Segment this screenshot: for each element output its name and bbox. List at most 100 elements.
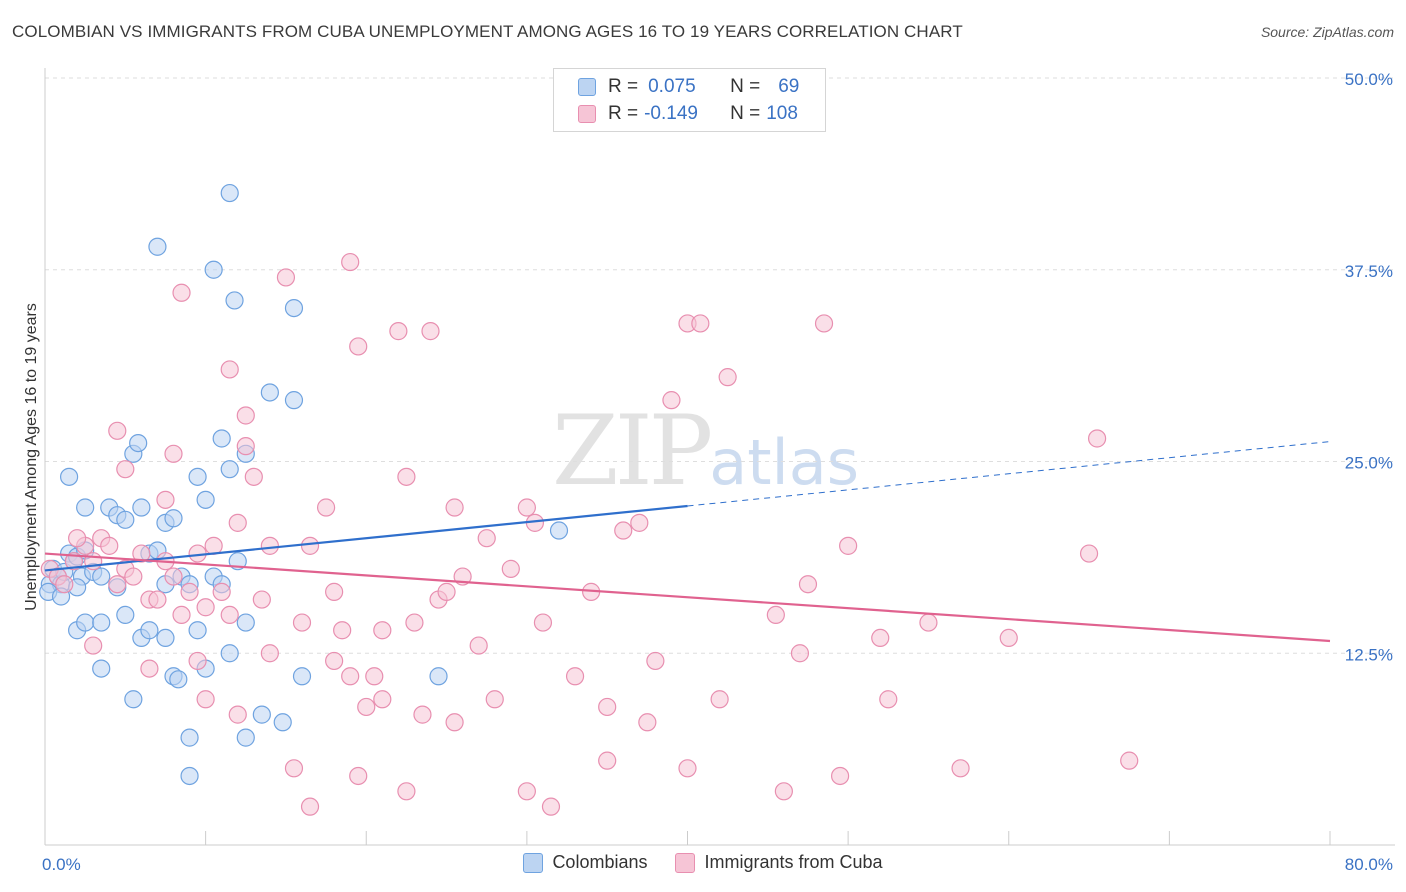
colombians-point — [220, 460, 239, 479]
cuba-point — [646, 651, 665, 671]
cuba-point — [124, 567, 143, 586]
series-legend-colombians[interactable]: Colombians — [523, 852, 647, 873]
colombians-point — [92, 567, 111, 586]
colombians-point — [148, 237, 167, 256]
y-tick-label: 25.0% — [1345, 454, 1393, 473]
cuba-point — [565, 667, 585, 686]
colombians-point — [429, 667, 448, 686]
colombians-point — [225, 291, 244, 310]
cuba-point — [236, 437, 255, 456]
legend-n-label: N = — [730, 103, 761, 124]
colombians-point — [169, 670, 188, 689]
cuba-point — [164, 444, 183, 463]
cuba-point — [300, 797, 320, 816]
colombians-point — [59, 467, 79, 486]
cuba-point — [300, 536, 320, 555]
colombians-point — [273, 713, 292, 732]
cuba-point — [598, 697, 617, 717]
colombians-point — [76, 498, 95, 517]
cuba-point — [477, 529, 496, 548]
legend-n-label: N = — [730, 76, 761, 97]
series-label-colombians: Colombians — [552, 852, 648, 872]
cuba-point — [132, 544, 151, 563]
watermark-zip: ZIP — [552, 395, 713, 507]
cuba-point — [341, 667, 360, 686]
cuba-point — [389, 322, 408, 341]
cuba-point — [373, 690, 392, 709]
watermark-atlas: atlas — [709, 426, 860, 499]
cuba-point — [879, 690, 898, 709]
legend-r-label: R = — [608, 103, 639, 124]
colombians-point — [220, 644, 239, 663]
chart-title: COLOMBIAN VS IMMIGRANTS FROM CUBA UNEMPL… — [12, 22, 963, 41]
cuba-point — [156, 490, 175, 509]
cuba-point — [228, 513, 247, 532]
colombians-point — [164, 509, 183, 528]
cuba-point — [100, 536, 119, 555]
cuba-point — [839, 536, 858, 555]
cuba-point — [774, 782, 793, 801]
cuba-point — [260, 644, 279, 663]
series-swatch-cuba — [675, 852, 696, 873]
cuba-point — [220, 360, 239, 379]
cuba-point — [244, 467, 263, 486]
cuba-point — [325, 651, 344, 671]
colombians-point — [188, 467, 207, 486]
cuba-point — [284, 759, 304, 778]
colombians-point — [252, 705, 271, 724]
cuba-point — [517, 782, 536, 801]
cuba-point — [180, 582, 199, 601]
cuba-point — [445, 713, 464, 732]
colombians-point — [124, 690, 143, 709]
cuba-point — [292, 613, 312, 632]
colombians-point — [129, 433, 148, 453]
cuba-point — [638, 713, 657, 732]
cuba-point — [766, 605, 785, 625]
cuba-point — [196, 598, 215, 617]
colombians-point — [260, 383, 279, 402]
cuba-point — [252, 590, 271, 609]
cuba-point — [172, 283, 191, 302]
series-legend-cuba[interactable]: Immigrants from Cuba — [675, 852, 883, 873]
x-tick-label: 80.0% — [1345, 855, 1393, 874]
cuba-point — [349, 766, 368, 786]
cuba-point — [630, 513, 649, 532]
cuba-point — [614, 521, 633, 540]
colombians-point — [188, 621, 207, 640]
colombians-point — [116, 510, 135, 529]
cuba-point — [871, 628, 890, 648]
cuba-point — [830, 766, 850, 786]
colombians-point — [180, 766, 199, 786]
cuba-point — [790, 644, 810, 663]
cuba-point — [84, 636, 103, 655]
legend-swatch-cuba — [578, 105, 596, 123]
colombians-point — [284, 391, 304, 410]
cuba-point — [598, 751, 617, 770]
y-axis-label: Unemployment Among Ages 16 to 19 years — [23, 303, 40, 611]
cuba-point — [164, 567, 183, 586]
cuba-point — [333, 621, 352, 640]
cuba-point — [405, 613, 424, 632]
cuba-point — [798, 575, 818, 594]
colombians-point — [284, 299, 304, 318]
cuba-point — [397, 782, 416, 801]
cuba-point — [662, 391, 681, 410]
cuba-point — [325, 582, 344, 601]
cuba-point — [413, 705, 432, 724]
colombians-point — [116, 605, 135, 625]
cuba-point — [691, 314, 710, 333]
colombians-point — [549, 521, 569, 540]
cuba-point — [951, 759, 970, 778]
cuba-point — [108, 575, 127, 594]
colombians-point — [156, 628, 175, 648]
cuba-point — [228, 705, 247, 724]
source-credit: Source: ZipAtlas.com — [1260, 24, 1394, 40]
cuba-point — [718, 368, 737, 387]
cuba-point — [357, 697, 376, 717]
cuba-point — [533, 613, 553, 632]
cuba-point — [55, 575, 74, 594]
cuba-point — [710, 690, 729, 709]
y-tick-label: 12.5% — [1345, 645, 1393, 664]
cuba-point — [260, 536, 279, 555]
cuba-point — [316, 498, 336, 517]
